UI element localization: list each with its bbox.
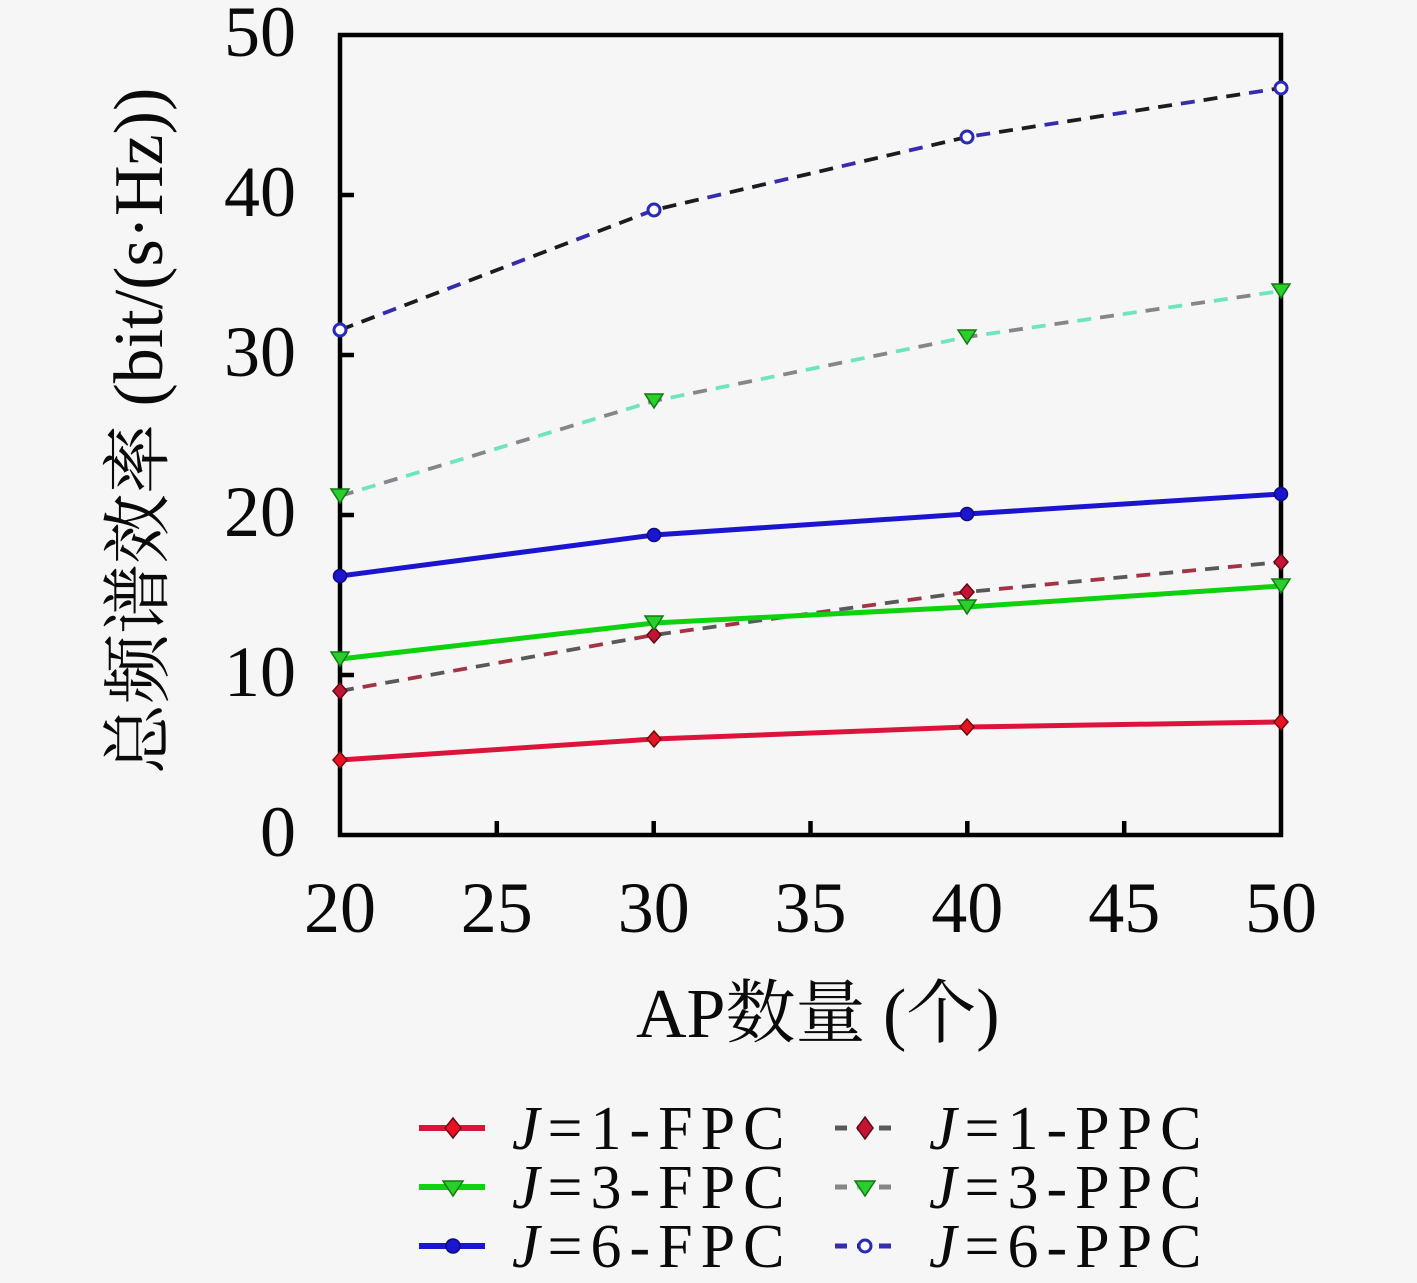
- svg-text:J=6-FPC: J=6-FPC: [512, 1213, 792, 1281]
- svg-text:20: 20: [224, 472, 296, 552]
- svg-text:35: 35: [775, 868, 847, 948]
- svg-text:J=1-PPC: J=1-PPC: [929, 1095, 1209, 1163]
- svg-text:J=3-PPC: J=3-PPC: [929, 1154, 1209, 1222]
- svg-text:J=6-PPC: J=6-PPC: [929, 1213, 1209, 1281]
- svg-text:(bit/(s·Hz)): (bit/(s·Hz)): [101, 88, 178, 407]
- svg-text:): ): [976, 976, 999, 1053]
- svg-text:20: 20: [304, 868, 376, 948]
- svg-text:30: 30: [618, 868, 690, 948]
- svg-text:J=3-FPC: J=3-FPC: [512, 1154, 792, 1222]
- svg-text:40: 40: [224, 152, 296, 232]
- svg-text:30: 30: [224, 312, 296, 392]
- svg-text:AP: AP: [636, 976, 725, 1053]
- svg-text:(: (: [883, 976, 906, 1053]
- svg-text:50: 50: [1245, 868, 1317, 948]
- svg-text:0: 0: [260, 792, 296, 872]
- svg-text:45: 45: [1088, 868, 1160, 948]
- svg-text:25: 25: [461, 868, 533, 948]
- svg-text:40: 40: [931, 868, 1003, 948]
- svg-text:J=1-FPC: J=1-FPC: [512, 1095, 792, 1163]
- svg-text:10: 10: [224, 632, 296, 712]
- svg-text:50: 50: [224, 0, 296, 72]
